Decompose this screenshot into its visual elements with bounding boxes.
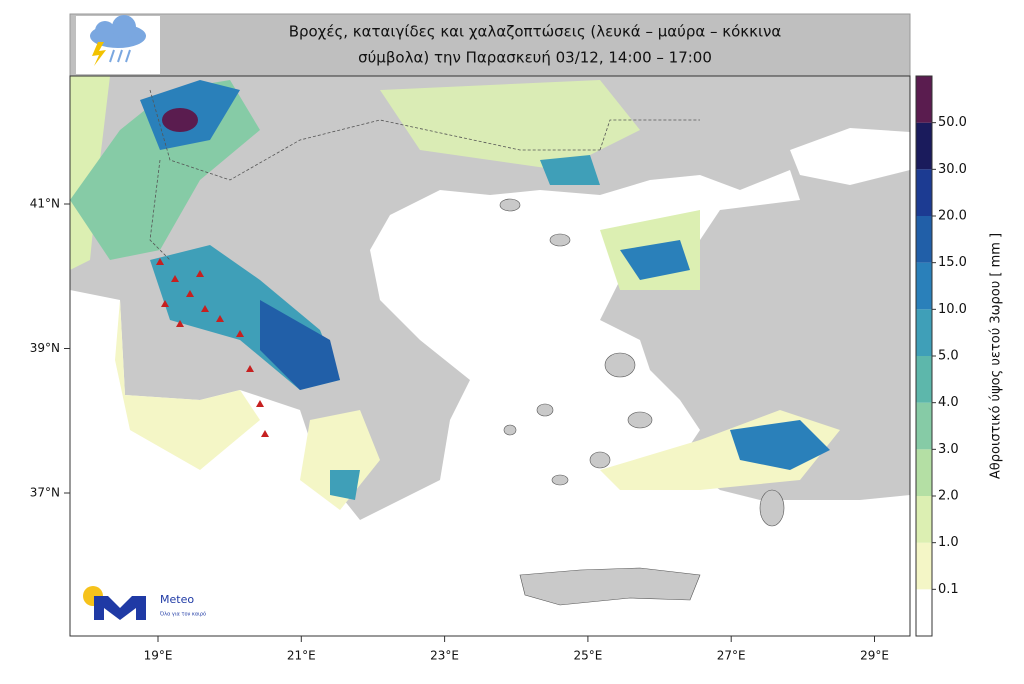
colorbar-segment <box>916 589 932 636</box>
weather-icon <box>90 15 146 66</box>
colorbar-segment <box>916 262 932 310</box>
colorbar-segment <box>916 169 932 216</box>
colorbar-label: 5.0 <box>938 349 959 364</box>
title-line: Βροχές, καταιγίδες και χαλαζοπτώσεις (λε… <box>289 23 782 41</box>
colorbar-label: 1.0 <box>938 535 959 550</box>
colorbar-title: Αθροιστικό ύψος υετού 3ωρου [ mm ] <box>989 233 1004 479</box>
colorbar-segment <box>916 402 932 450</box>
title-line: σύμβολα) την Παρασκευή 03/12, 14:00 – 17… <box>358 49 712 67</box>
logo-tagline: Όλα για τον καιρό <box>159 611 206 618</box>
colorbar-segment <box>916 542 932 590</box>
colorbar-label: 30.0 <box>938 162 967 177</box>
lat-label: 39°N <box>30 341 60 355</box>
colorbar-segment <box>916 496 932 543</box>
colorbar-label: 0.1 <box>938 582 959 597</box>
lat-label: 37°N <box>30 486 60 500</box>
map-frame <box>69 75 911 637</box>
logo-name: Meteo <box>160 593 194 606</box>
sea <box>70 170 910 636</box>
hail-symbols <box>156 258 269 437</box>
colorbar-segment <box>916 449 932 496</box>
colorbar-label: 4.0 <box>938 395 959 410</box>
colorbar-label: 3.0 <box>938 442 959 457</box>
map-area <box>70 76 910 636</box>
colorbar-label: 15.0 <box>938 255 967 270</box>
precipitation <box>70 80 840 510</box>
colorbar-label: 10.0 <box>938 302 967 317</box>
colorbar-segment <box>916 122 932 170</box>
black-sea <box>790 128 910 185</box>
logo <box>83 586 146 620</box>
title-box <box>69 13 911 77</box>
axis-labels: 41°N 39°N 37°N 19°E 21°E 23°E 25°E 27°E 29°E <box>30 197 889 663</box>
colorbar-segment <box>916 216 932 263</box>
lon-label: 19°E <box>144 649 173 663</box>
crete <box>519 567 701 606</box>
lon-label: 29°E <box>860 649 889 663</box>
borders <box>149 89 700 261</box>
colorbar-label: 50.0 <box>938 115 967 130</box>
colorbar-label: 2.0 <box>938 489 959 504</box>
lon-label: 21°E <box>287 649 316 663</box>
colorbar-segment <box>916 356 932 403</box>
lon-label: 23°E <box>430 649 459 663</box>
lon-label: 25°E <box>573 649 602 663</box>
colorbar-label: 20.0 <box>938 209 967 224</box>
colorbar-segment <box>916 309 932 356</box>
lon-label: 27°E <box>717 649 746 663</box>
colorbar: 0.1 1.0 2.0 3.0 4.0 5.0 10.0 15.0 20.0 30.0 50.0 <box>915 75 967 637</box>
lat-label: 41°N <box>30 197 60 211</box>
colorbar-segment <box>916 76 932 123</box>
